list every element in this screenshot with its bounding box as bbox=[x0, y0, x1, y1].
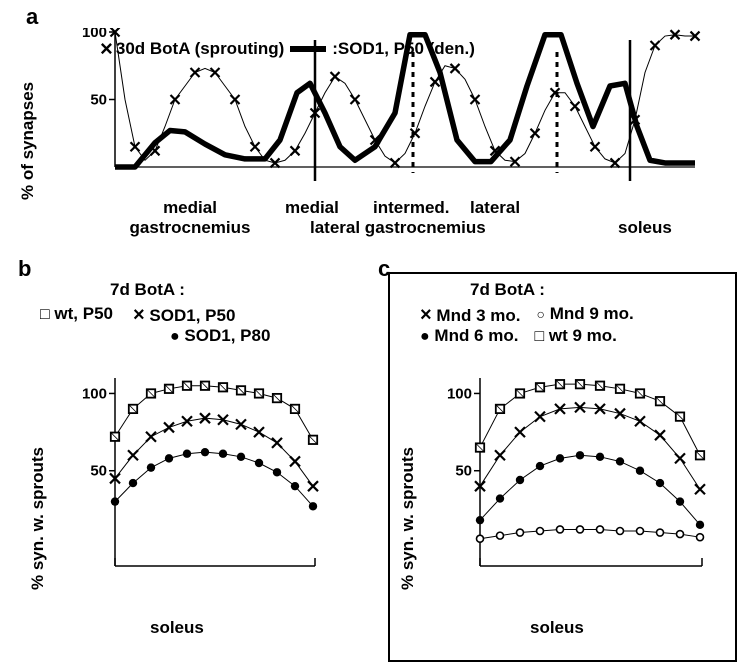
panel-a-ylabel: % of synapses bbox=[18, 82, 38, 200]
panel-b-chart: 50 100 bbox=[75, 370, 335, 610]
panel-c-leg3: wt 9 mo. bbox=[549, 326, 617, 345]
panel-c-leg2: Mnd 6 mo. bbox=[434, 326, 518, 345]
panel-c-legend-row1: × Mnd 3 mo. ○ Mnd 9 mo. bbox=[420, 304, 634, 327]
panel-c-xlabel: soleus bbox=[530, 618, 584, 638]
panel-b-ylabel: % syn. w. sprouts bbox=[28, 447, 48, 590]
panel-c-title: 7d BotA : bbox=[470, 280, 545, 300]
panel-b-xlabel: soleus bbox=[150, 618, 204, 638]
panel-b-leg2: SOD1, P80 bbox=[184, 326, 270, 345]
panel-b-title: 7d BotA : bbox=[110, 280, 185, 300]
panel-a-region-intermed: intermed. bbox=[373, 198, 450, 218]
cross-marker-icon: × bbox=[100, 36, 113, 62]
panel-c-legend-row2: ● Mnd 6 mo. □ wt 9 mo. bbox=[420, 326, 617, 346]
panel-a-legend-s2: :SOD1, P50 (den.) bbox=[332, 39, 475, 59]
panel-b-leg0: wt, P50 bbox=[54, 304, 113, 323]
panel-a-region-lateral: lateral bbox=[470, 198, 520, 218]
svg-text:50: 50 bbox=[90, 463, 107, 480]
square-marker-icon: □ bbox=[40, 306, 50, 323]
svg-text:100: 100 bbox=[447, 385, 472, 402]
square-marker-icon: □ bbox=[534, 328, 544, 345]
panel-a-legend: × 30d BotA (sprouting) :SOD1, P50 (den.) bbox=[100, 36, 475, 62]
panel-a-region-soleus: soleus bbox=[618, 218, 672, 238]
panel-b-legend: □ wt, P50 × SOD1, P50 bbox=[40, 304, 235, 327]
panel-a-region-lg: lateral gastrocnemius bbox=[310, 218, 486, 238]
open-circle-marker-icon: ○ bbox=[536, 306, 544, 322]
panel-c-ylabel: % syn. w. sprouts bbox=[398, 447, 418, 590]
panel-b-legend2: ● SOD1, P80 bbox=[170, 326, 270, 346]
panel-c-leg1: Mnd 9 mo. bbox=[550, 304, 634, 323]
thick-line-icon bbox=[288, 42, 328, 56]
panel-a-label: a bbox=[26, 4, 38, 30]
svg-text:100: 100 bbox=[82, 385, 107, 402]
svg-text:50: 50 bbox=[455, 463, 472, 480]
panel-b-leg1: SOD1, P50 bbox=[149, 306, 235, 325]
panel-c-chart: 50 100 bbox=[440, 370, 730, 610]
cross-marker-icon: × bbox=[133, 304, 145, 326]
panel-c-leg0: Mnd 3 mo. bbox=[436, 306, 520, 325]
panel-b-label: b bbox=[18, 256, 31, 282]
cross-marker-icon: × bbox=[420, 304, 432, 326]
circle-marker-icon: ● bbox=[420, 328, 430, 345]
panel-a-region-medial-gastro: medial gastrocnemius bbox=[110, 198, 270, 238]
panel-a-region-medial: medial bbox=[285, 198, 339, 218]
svg-text:50: 50 bbox=[90, 92, 107, 109]
panel-a-legend-s1: 30d BotA (sprouting) bbox=[116, 39, 284, 59]
circle-marker-icon: ● bbox=[170, 328, 180, 345]
